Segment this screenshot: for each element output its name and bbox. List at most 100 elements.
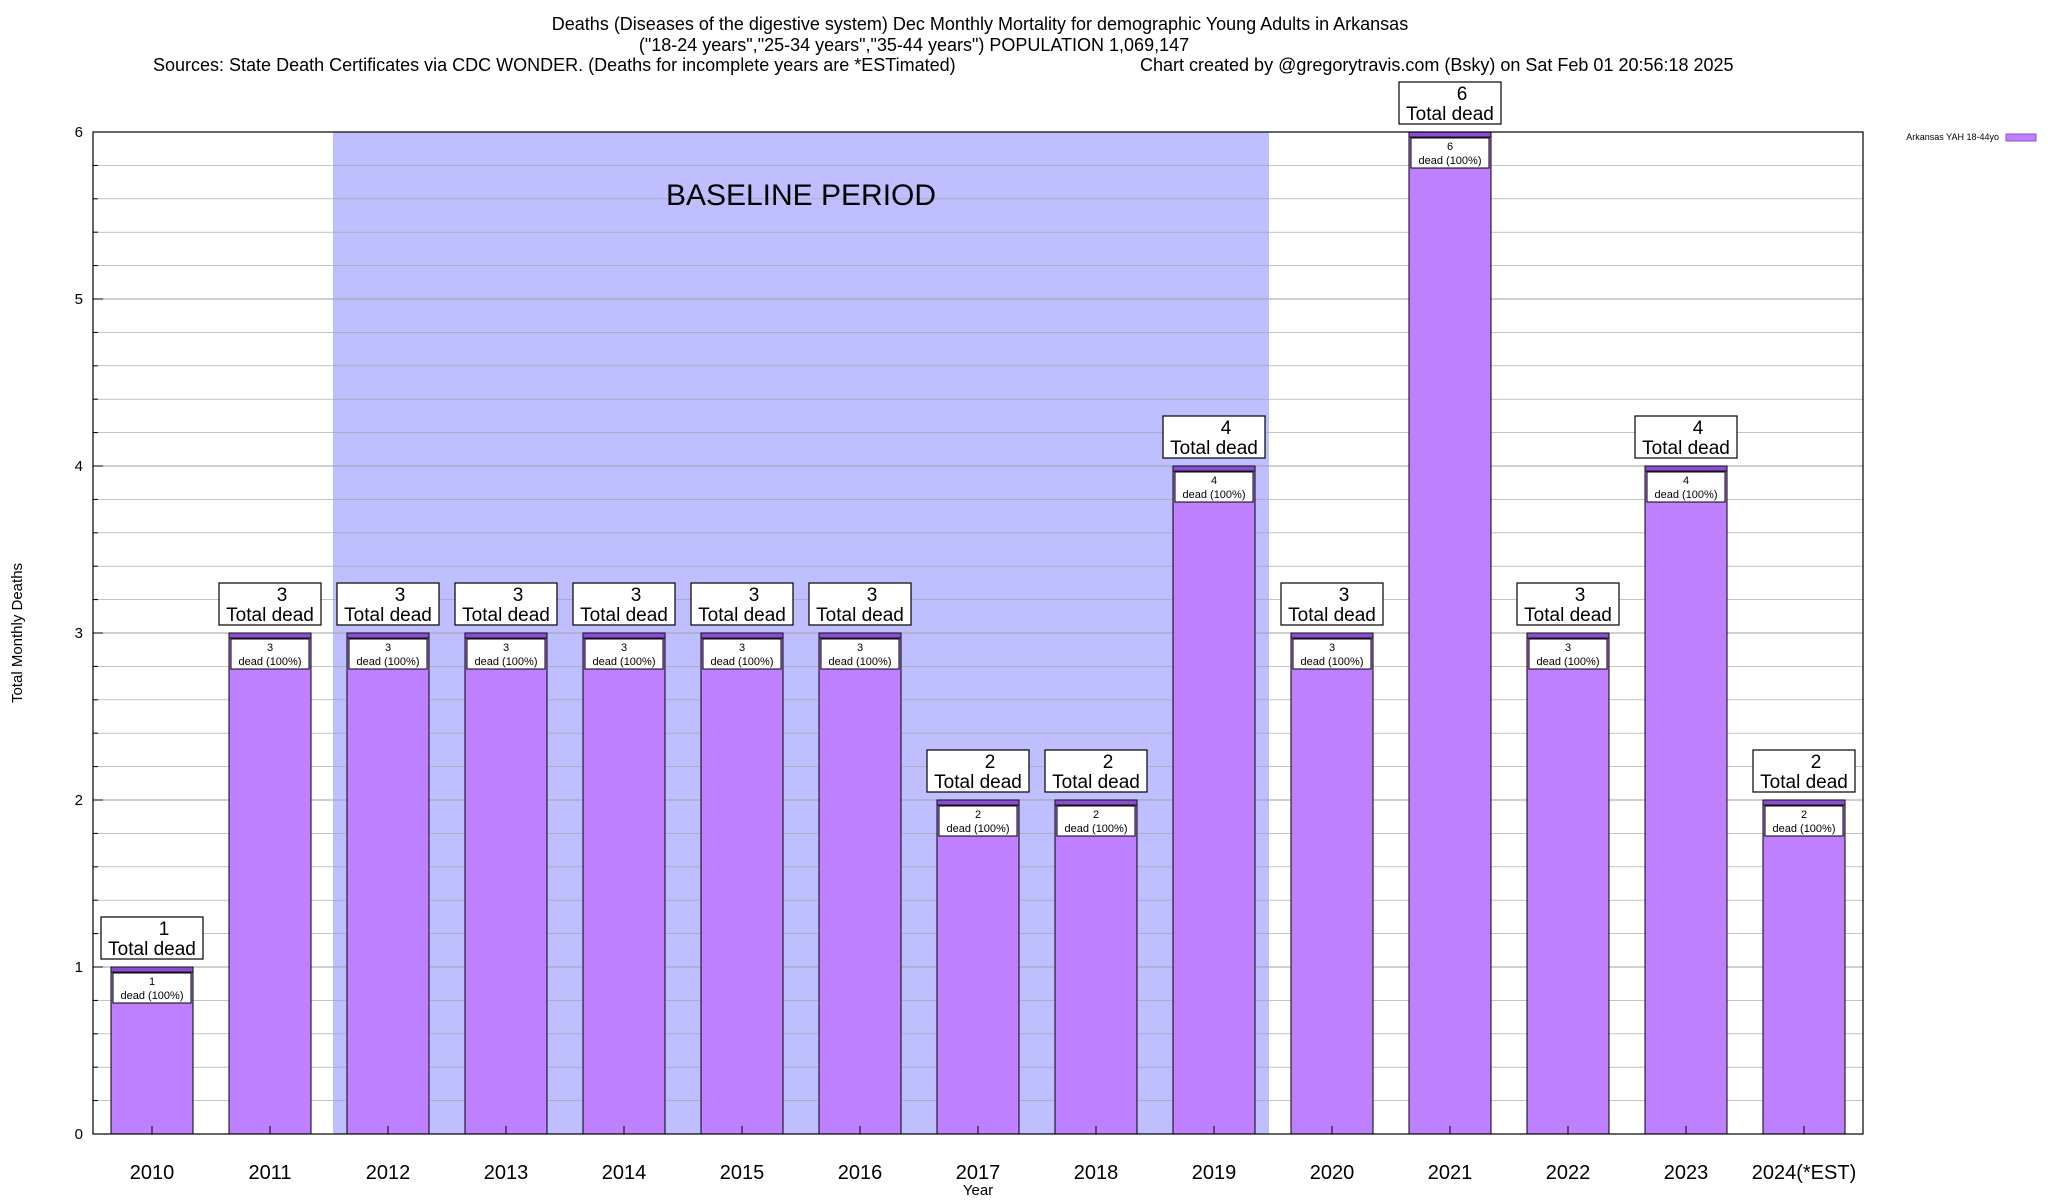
total-caption-label: Total dead (226, 605, 314, 626)
inner-label-box (1056, 805, 1136, 837)
chart-subtitle: ("18-24 years","25-34 years","35-44 year… (639, 35, 1189, 55)
total-caption-label: Total dead (698, 605, 786, 626)
inner-count-label: 4 (1683, 475, 1689, 487)
bar-cap (1526, 632, 1610, 639)
inner-caption-label: dead (100%) (475, 656, 538, 668)
inner-count-label: 4 (1211, 475, 1217, 487)
total-label-box (1162, 415, 1266, 459)
inner-count-label: 3 (385, 642, 391, 654)
x-tick-label: 2024(*EST) (1752, 1162, 1857, 1184)
inner-count-label: 3 (857, 642, 863, 654)
chart-title: Deaths (Diseases of the digestive system… (552, 14, 1408, 34)
bar-cap (1408, 131, 1492, 138)
inner-count-label: 3 (739, 642, 745, 654)
inner-label-box (584, 638, 664, 670)
bar-cap (464, 632, 548, 639)
total-caption-label: Total dead (1288, 605, 1376, 626)
inner-caption-label: dead (100%) (1655, 489, 1718, 501)
chart-credit: Chart created by @gregorytravis.com (Bsk… (1140, 55, 1734, 75)
inner-count-label: 2 (1093, 809, 1099, 821)
total-count-label: 1 (159, 919, 170, 940)
total-caption-label: Total dead (1760, 772, 1848, 793)
y-ticks: 0 1 2 3 4 5 6 (75, 124, 83, 1143)
total-label-box (336, 582, 440, 626)
bar-cap (936, 799, 1020, 806)
bar (700, 632, 784, 1135)
total-caption-label: Total dead (934, 772, 1022, 793)
y-tick-label: 4 (75, 458, 83, 475)
inner-caption-label: dead (100%) (1065, 823, 1128, 835)
total-caption-label: Total dead (580, 605, 668, 626)
baseline-label: BASELINE PERIOD (666, 179, 936, 212)
total-count-label: 3 (1339, 585, 1350, 606)
inner-caption-label: dead (100%) (1537, 656, 1600, 668)
inner-label-box (1646, 471, 1726, 503)
x-ticks: 2010 2011 2012 2013 2014 2015 2016 2017 2018 2019… (130, 1126, 1857, 1184)
total-count-label: 2 (985, 752, 996, 773)
x-tick-label: 2014 (602, 1162, 647, 1184)
total-caption-label: Total dead (816, 605, 904, 626)
total-label-box (690, 582, 794, 626)
inner-caption-label: dead (100%) (1773, 823, 1836, 835)
inner-count-label: 1 (149, 976, 155, 988)
y-tick-label: 2 (75, 792, 83, 809)
inner-label-box (466, 638, 546, 670)
inner-count-label: 2 (975, 809, 981, 821)
total-label-box (218, 582, 322, 626)
total-label-box (572, 582, 676, 626)
x-tick-label: 2011 (248, 1162, 291, 1184)
x-tick-label: 2020 (1310, 1162, 1355, 1184)
inner-label-box (1410, 137, 1490, 169)
bar (1762, 799, 1846, 1135)
legend-swatch (2005, 133, 2037, 142)
inner-label-box (348, 638, 428, 670)
total-count-label: 3 (277, 585, 288, 606)
inner-caption-label: dead (100%) (711, 656, 774, 668)
total-caption-label: Total dead (1170, 438, 1258, 459)
total-caption-label: Total dead (1642, 438, 1730, 459)
bar-cap (818, 632, 902, 639)
inner-count-label: 6 (1447, 141, 1453, 153)
legend-label: Arkansas YAH 18-44yo (1906, 132, 1999, 142)
inner-label-box (1174, 471, 1254, 503)
total-label-box (1280, 582, 1384, 626)
bar (1290, 632, 1374, 1135)
inner-caption-label: dead (100%) (829, 656, 892, 668)
inner-count-label: 3 (1329, 642, 1335, 654)
bar-cap (346, 632, 430, 639)
x-tick-label: 2018 (1074, 1162, 1119, 1184)
total-count-label: 2 (1103, 752, 1114, 773)
total-caption-label: Total dead (344, 605, 432, 626)
x-tick-label: 2023 (1664, 1162, 1709, 1184)
y-tick-label: 3 (75, 625, 83, 642)
total-caption-label: Total dead (1052, 772, 1140, 793)
inner-caption-label: dead (100%) (239, 656, 302, 668)
total-label-box (1516, 582, 1620, 626)
total-caption-label: Total dead (1406, 104, 1494, 125)
x-tick-label: 2015 (720, 1162, 765, 1184)
total-label-box (1398, 81, 1502, 125)
inner-label-box (1528, 638, 1608, 670)
y-tick-label: 5 (75, 291, 83, 308)
bar (1408, 131, 1492, 1135)
total-label-box (454, 582, 558, 626)
bar-cap (1644, 465, 1728, 472)
inner-caption-label: dead (100%) (1419, 155, 1482, 167)
inner-label-box (230, 638, 310, 670)
bar (936, 799, 1020, 1135)
x-tick-label: 2019 (1192, 1162, 1237, 1184)
total-label-box (1634, 415, 1738, 459)
total-count-label: 3 (395, 585, 406, 606)
inner-label-box (702, 638, 782, 670)
inner-caption-label: dead (100%) (1301, 656, 1364, 668)
y-tick-label: 6 (75, 124, 83, 141)
inner-caption-label: dead (100%) (121, 990, 184, 1002)
bar (1526, 632, 1610, 1135)
x-tick-label: 2016 (838, 1162, 883, 1184)
bar-cap (582, 632, 666, 639)
bar-cap (110, 966, 194, 973)
inner-label-box (938, 805, 1018, 837)
total-caption-label: Total dead (1524, 605, 1612, 626)
